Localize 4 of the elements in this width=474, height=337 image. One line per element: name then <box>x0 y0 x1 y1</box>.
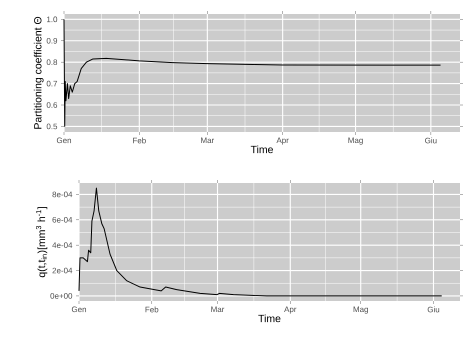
y-axis-title: q(t,t$_{in}$)[mm$^{3}$ h$^{-1}$] <box>36 207 48 278</box>
y-axis-title: Partitioning coefficient Θ <box>34 16 44 129</box>
x-axis-title: Time <box>250 146 273 154</box>
x-axis-title: Time <box>258 314 280 322</box>
